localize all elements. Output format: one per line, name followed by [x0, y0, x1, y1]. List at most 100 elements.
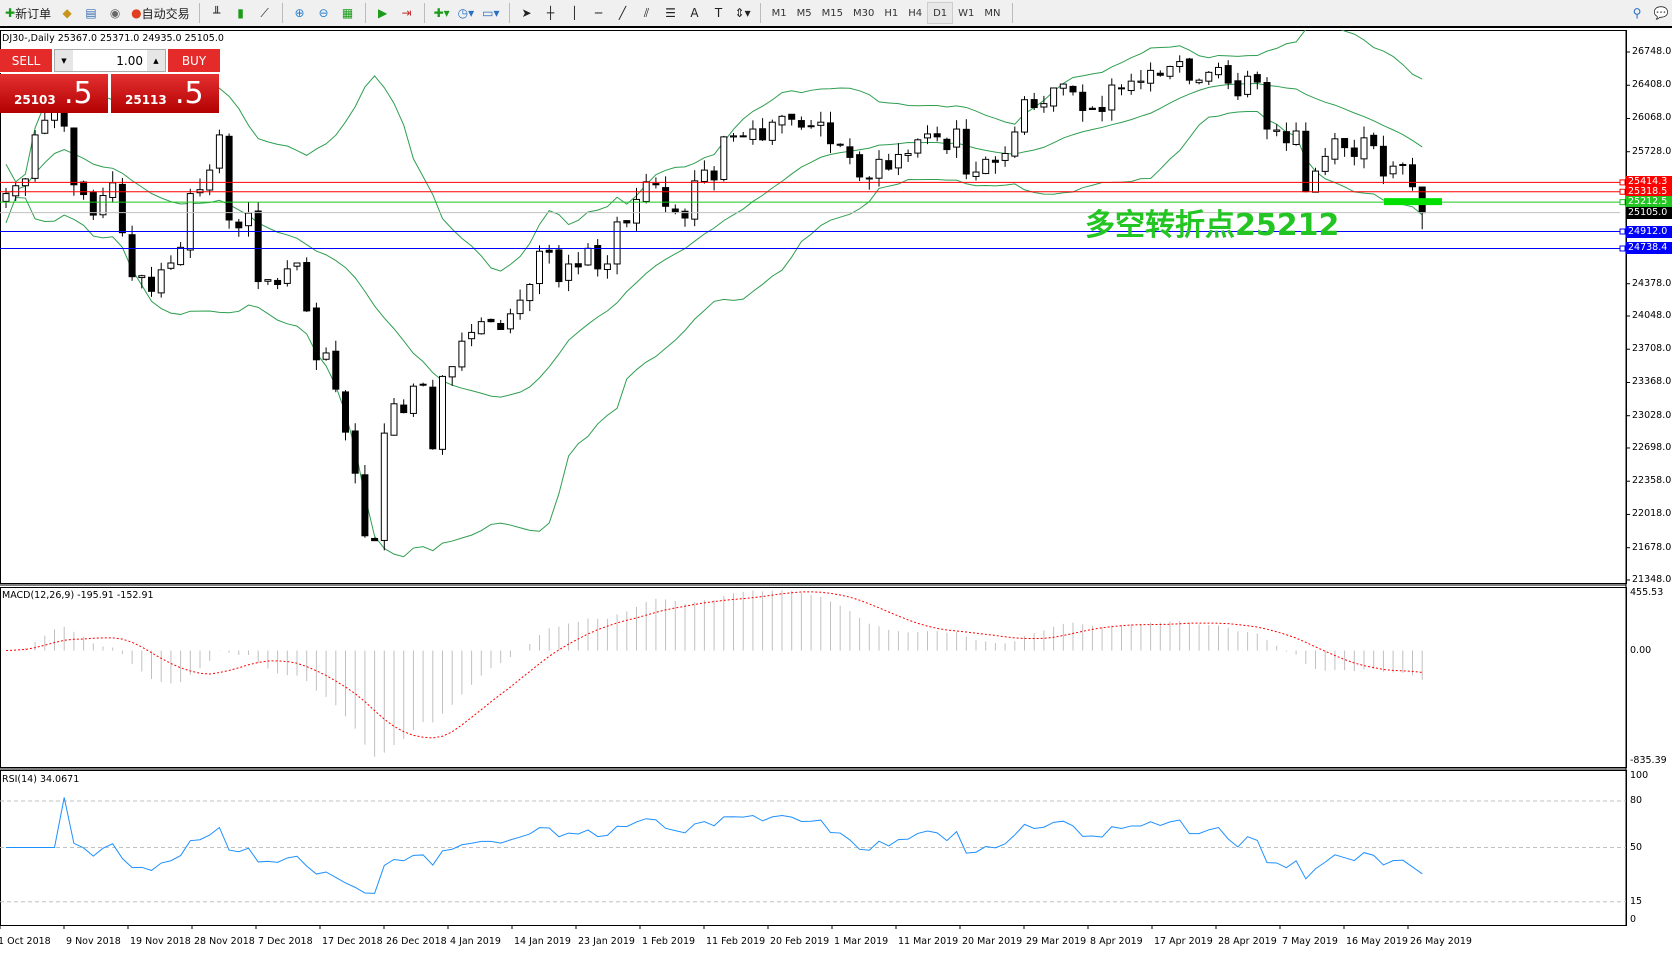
candle-body [1205, 71, 1213, 82]
price-level-tag: 25212.5 [1626, 196, 1672, 209]
timeframe-d1[interactable]: D1 [927, 2, 954, 24]
line-chart-icon[interactable]: ⟋ [260, 5, 269, 20]
price-axis-label: 23708.0 [1632, 343, 1672, 355]
horizontal-line-icon[interactable]: ─ [594, 6, 603, 20]
candle-body [109, 182, 117, 198]
vertical-line-icon[interactable]: │ [570, 6, 579, 20]
candle-body [487, 318, 495, 323]
timeframe-m5[interactable]: M5 [796, 7, 812, 19]
turning-point-marker [1384, 198, 1442, 206]
timeframe-h1[interactable]: H1 [884, 7, 899, 19]
candle-body [681, 210, 689, 219]
sell-price-button[interactable]: 25103.5 [0, 74, 108, 113]
candle-body [371, 537, 379, 542]
candle-body [80, 181, 88, 196]
candle-body [574, 263, 582, 268]
candle-body [1360, 137, 1368, 160]
candlestick-icon[interactable]: ▮ [237, 6, 244, 20]
candle-body [700, 169, 708, 182]
bar-chart-icon[interactable]: ╨ [212, 6, 221, 20]
auto-scroll-icon[interactable]: ▶ [377, 6, 388, 20]
sell-button[interactable]: SELL [0, 49, 52, 73]
candle-body [1050, 87, 1058, 107]
periods-clock-icon[interactable]: ◷▾ [457, 6, 475, 20]
tile-windows-icon[interactable]: ▦ [341, 6, 354, 20]
text-label-icon[interactable]: T [714, 6, 723, 20]
price-axis-label: 26748.0 [1632, 45, 1672, 57]
new-order-button[interactable]: ✚ 新订单 [5, 6, 52, 21]
market-watch-icon[interactable]: ◆ [62, 6, 72, 20]
lot-size-stepper[interactable]: ▼ 1.00 ▲ [54, 49, 166, 72]
candle-body [768, 121, 776, 141]
candle-body [1370, 134, 1378, 147]
price-axis-label: 24378.0 [1632, 277, 1672, 289]
candle-body [1341, 138, 1349, 149]
arrows-icon[interactable]: ⇕▾ [734, 6, 751, 20]
candle-body [1273, 129, 1281, 132]
chart-shift-icon[interactable]: ⇥ [401, 6, 412, 20]
fibonacci-icon[interactable]: ☰ [665, 6, 676, 20]
trendline-icon[interactable]: ╱ [618, 6, 627, 20]
candle-body [439, 375, 446, 450]
timeframe-m1[interactable]: M1 [771, 7, 787, 19]
one-click-trading-panel: SELL ▼ 1.00 ▲ BUY 25103.5 25113.5 [0, 49, 220, 113]
auto-trading-icon: ● [131, 6, 142, 20]
candle-body [380, 432, 388, 541]
rsi-line [6, 797, 1423, 894]
candle-body [274, 279, 282, 286]
navigator-icon[interactable]: ▤ [85, 6, 97, 20]
candle-body [361, 474, 369, 537]
candle-body [1098, 106, 1106, 112]
price-level-tag: 25105.0 [1626, 206, 1672, 219]
rsi-axis-label: 0 [1630, 914, 1637, 925]
crosshair-icon[interactable]: ┼ [546, 6, 555, 20]
text-icon[interactable]: A [690, 6, 699, 20]
candle-body [1069, 85, 1077, 93]
buy-price-button[interactable]: 25113.5 [111, 74, 219, 113]
timeframe-mn[interactable]: MN [984, 7, 1001, 19]
increase-lot-button[interactable]: ▲ [147, 50, 165, 71]
date-axis-label: 20 Feb 2019 [770, 936, 830, 947]
candle-body [894, 153, 902, 169]
candle-body [594, 245, 602, 270]
candle-body [167, 262, 175, 269]
candle-body [982, 158, 990, 175]
timeframe-h4[interactable]: H4 [908, 7, 923, 19]
zoom-out-icon[interactable]: ⊖ [318, 6, 329, 20]
candle-body [468, 331, 476, 340]
candle-body [846, 146, 854, 158]
candle-body [1263, 82, 1271, 130]
templates-icon[interactable]: ▭▾ [482, 6, 500, 20]
separator [508, 3, 510, 23]
price-level-tag: 24912.0 [1626, 225, 1672, 238]
auto-trading-button[interactable]: ● 自动交易 [131, 6, 190, 21]
candle-body [1292, 130, 1300, 145]
price-axis-label: 21678.0 [1632, 541, 1672, 553]
equidistant-channel-icon[interactable]: ⫽ [643, 5, 650, 20]
candle-body [506, 313, 514, 330]
date-axis-label: 11 Feb 2019 [706, 936, 766, 947]
candle-body [953, 128, 961, 148]
chart-area[interactable] [0, 30, 1672, 953]
signals-icon[interactable]: ◉ [109, 6, 121, 20]
candle-body [691, 180, 699, 220]
candle-body [759, 128, 767, 141]
candle-body [390, 403, 398, 436]
level-handle [1619, 245, 1626, 252]
cursor-icon[interactable]: ➤ [521, 6, 532, 20]
price-axis-label: 21348.0 [1632, 573, 1672, 585]
buy-button[interactable]: BUY [168, 49, 220, 73]
candle-body [817, 121, 825, 126]
candle-body [749, 128, 757, 140]
candle-body [1331, 138, 1339, 160]
timeframe-w1[interactable]: W1 [958, 7, 975, 19]
price-axis-label: 24048.0 [1632, 309, 1672, 321]
chat-icon[interactable]: 💬 [1653, 6, 1669, 20]
zoom-in-icon[interactable]: ⊕ [294, 6, 305, 20]
search-icon[interactable]: ⚲ [1632, 6, 1642, 20]
decrease-lot-button[interactable]: ▼ [55, 50, 73, 71]
indicators-icon[interactable]: ✚▾ [433, 6, 450, 20]
lot-size-input[interactable]: 1.00 [116, 53, 143, 68]
timeframe-m30[interactable]: M30 [852, 7, 875, 19]
timeframe-m15[interactable]: M15 [821, 7, 843, 19]
